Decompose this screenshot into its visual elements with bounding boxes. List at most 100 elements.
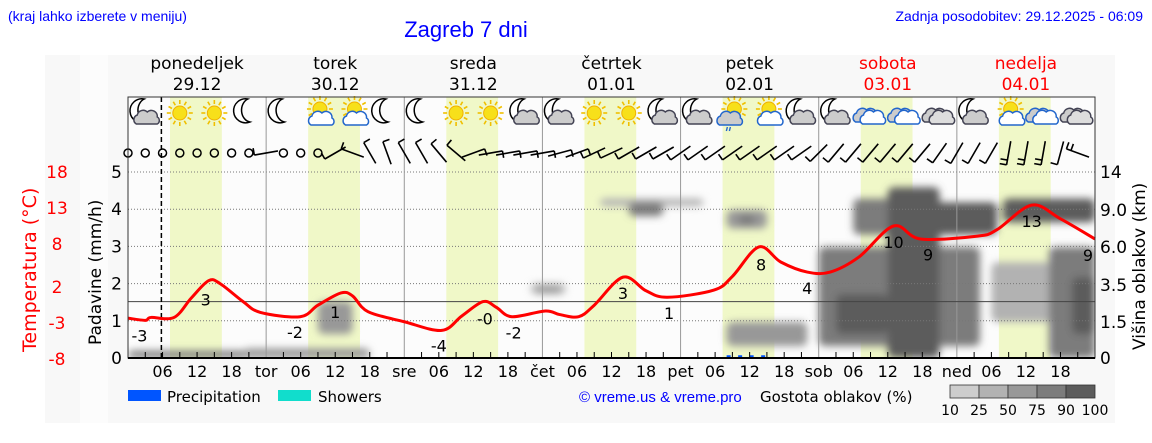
cloud-icon bbox=[342, 110, 370, 126]
cloud-cell bbox=[1071, 277, 1095, 334]
location-hint: (kraj lahko izberete v meniju) bbox=[8, 8, 187, 24]
x-tick-label: 06 bbox=[429, 362, 449, 381]
precip-bar bbox=[738, 355, 743, 358]
calm-wind-icon bbox=[140, 148, 151, 158]
wind-barb-icon bbox=[683, 145, 709, 161]
wind-barb-icon bbox=[596, 147, 623, 159]
density-swatch bbox=[978, 384, 1009, 399]
cloud-icon bbox=[133, 109, 161, 125]
daylight-band bbox=[584, 97, 637, 358]
cloud-icon bbox=[823, 109, 851, 125]
cloud-icon bbox=[685, 109, 713, 125]
x-day-label: sob bbox=[805, 362, 833, 381]
wind-barb-icon bbox=[769, 145, 795, 161]
x-tick-label: 18 bbox=[360, 362, 380, 381]
sun-icon bbox=[201, 100, 228, 126]
cloud-icon bbox=[307, 110, 335, 126]
temp-label: -2 bbox=[287, 323, 303, 342]
temp-label: 13 bbox=[1022, 212, 1042, 231]
density-level-label: 100 bbox=[1082, 403, 1109, 419]
cloud-icon bbox=[852, 107, 887, 125]
cloud-cell bbox=[933, 202, 998, 235]
cloud-icon bbox=[998, 110, 1026, 126]
left-axis-panel bbox=[80, 55, 108, 423]
density-level-label: 50 bbox=[999, 403, 1017, 419]
sun-icon bbox=[443, 100, 470, 126]
density-level-label: 90 bbox=[1057, 403, 1075, 419]
cloud-icon bbox=[756, 110, 784, 126]
x-tick-label: 06 bbox=[705, 362, 725, 381]
x-tick-label: 18 bbox=[774, 362, 794, 381]
cloud-height-tick-label: 3.5 bbox=[1100, 276, 1127, 296]
cloud-cell bbox=[726, 322, 808, 346]
precip-tick-label: 5 bbox=[111, 163, 122, 183]
wind-barb-icon bbox=[786, 145, 812, 161]
density-swatch bbox=[1007, 384, 1038, 399]
temp-tick-label: 2 bbox=[52, 278, 63, 298]
legend: Precipitation Showers © vreme.us & vreme… bbox=[128, 384, 1109, 419]
wind-barb-icon bbox=[856, 143, 879, 163]
sun-icon bbox=[477, 100, 504, 126]
wind-barb-icon bbox=[414, 138, 429, 164]
wind-barb-icon bbox=[579, 147, 606, 159]
moon-icon bbox=[267, 98, 288, 124]
wind-barb-icon bbox=[648, 146, 675, 160]
wind-barb-icon bbox=[614, 146, 640, 160]
moon-icon bbox=[232, 98, 253, 124]
temp-tick-label: 13 bbox=[46, 199, 68, 219]
wind-barb-icon bbox=[382, 138, 392, 165]
precip-bar bbox=[749, 355, 754, 358]
page-title: Zagreb 7 dni bbox=[404, 17, 528, 42]
moon-cloud-icon bbox=[129, 98, 161, 125]
precip-axis-title: Padavine (mm/h) bbox=[86, 200, 106, 345]
cloud-density bbox=[128, 187, 1095, 358]
cloud-height-tick-label: 0 bbox=[1100, 349, 1111, 369]
weather-icons bbox=[129, 96, 1094, 132]
temperature-series: -3 3 -2 1 -4 -0 -2 3 1 8 4 10 9 13 9 bbox=[127, 203, 1096, 356]
temp-label: -4 bbox=[431, 337, 447, 356]
cloud-icon bbox=[961, 109, 989, 125]
calm-wind-icon bbox=[209, 148, 220, 158]
moon-icon bbox=[371, 98, 391, 124]
cloud-icon bbox=[893, 109, 921, 125]
sun-cloud-icon bbox=[306, 96, 335, 126]
moon-cloud-icon bbox=[647, 98, 679, 125]
sun-icon bbox=[581, 100, 608, 126]
x-day-label: čet bbox=[530, 362, 555, 381]
cloud-dark-icon bbox=[1059, 107, 1094, 125]
sun-cloud-icon bbox=[341, 96, 370, 126]
day-name: ponedeljek bbox=[150, 54, 244, 74]
day-date: 30.12 bbox=[311, 75, 360, 95]
precipitation-bars bbox=[726, 355, 766, 358]
density-level-label: 75 bbox=[1028, 403, 1046, 419]
wind-barb-icon bbox=[397, 138, 411, 164]
density-level-label: 25 bbox=[970, 403, 988, 419]
sun-cloud-drizzle-icon bbox=[716, 96, 748, 132]
day-name: četrtek bbox=[581, 54, 642, 74]
temp-tick-label: -8 bbox=[49, 350, 66, 370]
sun-icon bbox=[477, 100, 504, 126]
wind-barb-icon bbox=[908, 143, 931, 163]
day-name: torek bbox=[313, 54, 357, 74]
temp-label: 9 bbox=[1083, 246, 1093, 265]
cloud-icon bbox=[547, 109, 575, 125]
wind-barb-icon bbox=[978, 142, 999, 165]
precip-tick-label: 1 bbox=[111, 312, 122, 332]
drizzle-icon bbox=[725, 126, 732, 132]
cloud-icon bbox=[886, 107, 921, 125]
wind-barb-icon bbox=[926, 142, 948, 164]
calm-wind-icon bbox=[226, 148, 237, 158]
x-day-label: ned bbox=[942, 362, 972, 381]
moon-icon bbox=[405, 98, 426, 124]
copyright-link[interactable]: © vreme.us & vreme.pro bbox=[579, 389, 742, 406]
moon-cloud-icon bbox=[681, 98, 713, 125]
x-tick-label: 06 bbox=[981, 362, 1001, 381]
legend-showers-label: Showers bbox=[318, 388, 382, 406]
cloud-icon bbox=[513, 109, 540, 125]
day-name: sobota bbox=[859, 54, 917, 74]
wind-barb-icon bbox=[252, 148, 279, 156]
wind-barb-icon bbox=[1065, 142, 1090, 158]
temp-label: -0 bbox=[477, 309, 493, 328]
cloud-cell bbox=[887, 187, 940, 358]
